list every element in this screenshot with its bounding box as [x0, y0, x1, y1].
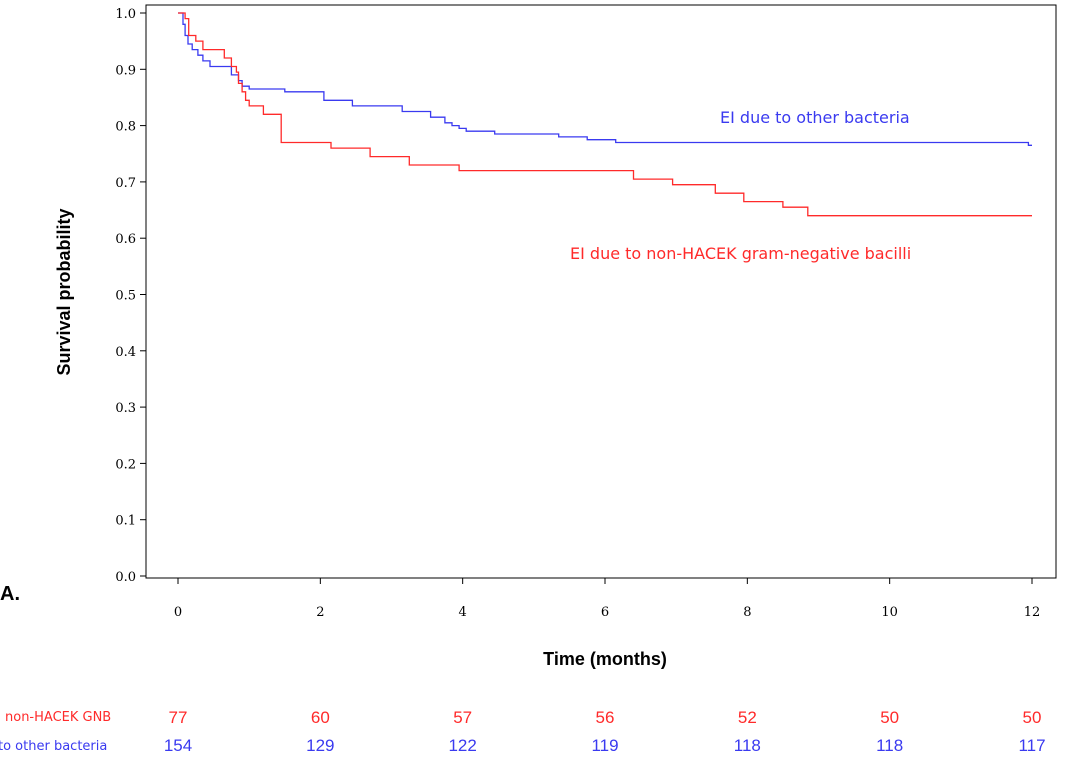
risk-value-other: 154 — [164, 736, 192, 755]
risk-value-non-hacek: 52 — [738, 708, 757, 727]
y-tick-label: 0.1 — [115, 514, 136, 529]
risk-value-non-hacek: 56 — [596, 708, 615, 727]
curve-other-bacteria — [178, 12, 1032, 146]
y-axis-title: Survival probability — [54, 208, 74, 375]
risk-value-non-hacek: 77 — [169, 708, 188, 727]
risk-value-non-hacek: 50 — [880, 708, 899, 727]
survival-curves — [178, 12, 1032, 217]
y-tick-label: 0.8 — [115, 120, 136, 135]
y-tick-label: 0.6 — [115, 232, 136, 247]
x-axis-ticks: 0 2 4 6 8 10 12 — [174, 578, 1040, 620]
risk-value-other: 118 — [734, 736, 761, 755]
series-label-other: EI due to other bacteria — [720, 108, 910, 127]
y-tick-label: 0.7 — [115, 176, 136, 191]
series-label-non-hacek: EI due to non-HACEK gram-negative bacill… — [570, 244, 911, 263]
risk-value-other: 118 — [876, 736, 903, 755]
risk-value-non-hacek: 60 — [311, 708, 330, 727]
risk-row-label-other: to other bacteria — [0, 739, 107, 754]
risk-value-other: 122 — [448, 736, 476, 755]
risk-value-non-hacek: 57 — [453, 708, 472, 727]
risk-value-non-hacek: 50 — [1023, 708, 1042, 727]
x-tick-label: 4 — [459, 605, 467, 620]
risk-value-other: 119 — [591, 736, 618, 755]
y-tick-label: 1.0 — [115, 7, 136, 22]
y-tick-label: 0.3 — [115, 401, 136, 416]
risk-value-other: 117 — [1018, 736, 1045, 755]
y-tick-label: 0.5 — [115, 289, 136, 304]
y-tick-label: 0.4 — [115, 345, 136, 360]
y-tick-label: 0.9 — [115, 63, 136, 78]
x-tick-label: 12 — [1024, 605, 1041, 620]
risk-row-label-non-hacek: non-HACEK GNB — [5, 710, 111, 725]
curve-non-hacek-gnb — [178, 12, 1032, 217]
y-tick-label: 0.2 — [115, 457, 136, 472]
x-tick-label: 0 — [174, 605, 182, 620]
x-tick-label: 6 — [601, 605, 609, 620]
x-tick-label: 8 — [743, 605, 751, 620]
risk-table-numbers: 77 60 57 56 52 50 50 154 129 122 119 118 118 117 — [164, 708, 1046, 755]
y-tick-label: 0.0 — [115, 570, 136, 585]
x-tick-label: 2 — [316, 605, 324, 620]
panel-label: A. — [0, 583, 20, 605]
x-axis-title: Time (months) — [543, 649, 667, 669]
plot-frame — [145, 4, 1057, 579]
x-tick-label: 10 — [881, 605, 898, 620]
risk-value-other: 129 — [306, 736, 334, 755]
y-axis-ticks: 0.0 0.1 0.2 0.3 0.4 0.5 0.6 0.7 0.8 0.9 1.0 — [115, 7, 146, 585]
